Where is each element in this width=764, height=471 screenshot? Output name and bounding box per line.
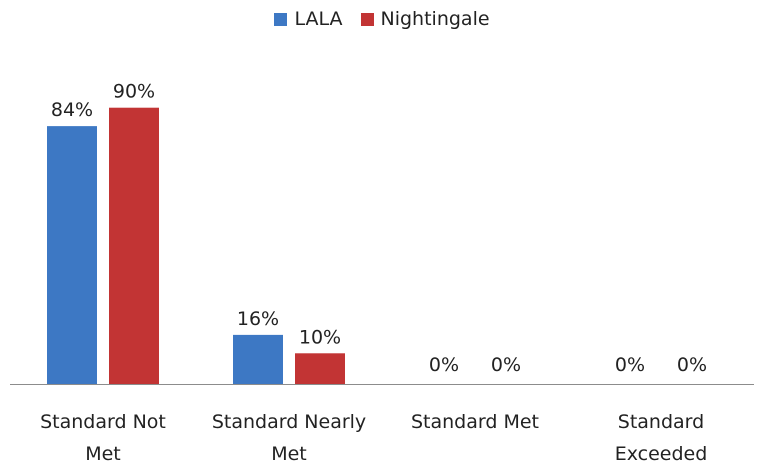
category-label-1-line-1: Met (271, 443, 307, 465)
bar-lala-1 (233, 334, 283, 384)
bar-nightingale-0 (109, 107, 159, 384)
bar-lala-0 (47, 126, 97, 385)
category-label-2-line-0: Standard Met (411, 411, 539, 433)
data-label-lala-0: 84% (51, 99, 93, 121)
data-label-lala-1: 16% (237, 308, 279, 330)
category-label-3-line-1: Exceeded (615, 443, 708, 465)
legend-label-nightingale: Nightingale (380, 8, 490, 30)
data-label-nightingale-0: 90% (113, 81, 155, 103)
data-label-nightingale-1: 10% (299, 326, 341, 348)
legend-item-nightingale: Nightingale (360, 8, 490, 30)
chart-legend: LALA Nightingale (0, 8, 764, 30)
legend-swatch-lala (274, 12, 288, 26)
category-label-0-line-0: Standard Not (40, 411, 166, 433)
data-label-nightingale-3: 0% (677, 354, 707, 376)
category-label-1-line-0: Standard Nearly (212, 411, 366, 433)
legend-swatch-nightingale (360, 12, 374, 26)
data-label-lala-2: 0% (429, 354, 459, 376)
legend-item-lala: LALA (274, 8, 343, 30)
category-label-0-line-1: Met (85, 443, 121, 465)
legend-label-lala: LALA (294, 8, 343, 30)
data-label-nightingale-2: 0% (491, 354, 521, 376)
category-label-3-line-0: Standard (618, 411, 704, 433)
bar-nightingale-1 (295, 353, 345, 384)
data-label-lala-3: 0% (615, 354, 645, 376)
